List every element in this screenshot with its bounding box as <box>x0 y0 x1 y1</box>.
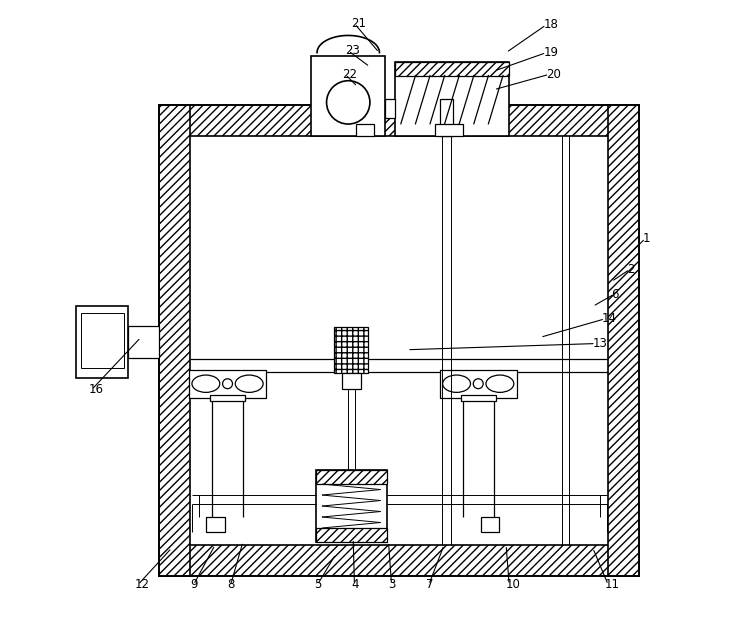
Text: 13: 13 <box>593 337 608 350</box>
Text: 5: 5 <box>314 578 322 592</box>
Text: 23: 23 <box>345 44 360 58</box>
Bar <box>160 105 639 576</box>
Bar <box>160 105 639 136</box>
Text: 7: 7 <box>426 578 433 592</box>
Text: 8: 8 <box>228 578 235 592</box>
Bar <box>435 124 463 136</box>
Bar <box>386 99 395 118</box>
Bar <box>316 528 387 542</box>
Bar <box>461 394 495 400</box>
Text: 2: 2 <box>627 262 634 276</box>
Text: 1: 1 <box>642 232 650 245</box>
Bar <box>356 124 374 136</box>
Text: 22: 22 <box>342 67 357 81</box>
Text: 19: 19 <box>543 46 558 59</box>
Text: 9: 9 <box>190 578 198 592</box>
Bar <box>81 313 124 368</box>
Bar <box>480 517 499 532</box>
Bar <box>189 370 266 397</box>
Text: 12: 12 <box>135 578 150 592</box>
Bar <box>160 105 190 576</box>
Text: 20: 20 <box>546 67 561 81</box>
Bar <box>608 105 639 576</box>
Bar <box>439 370 517 397</box>
Text: 10: 10 <box>506 578 521 592</box>
Text: 3: 3 <box>389 578 396 592</box>
Bar <box>342 373 361 389</box>
Text: 6: 6 <box>611 287 619 301</box>
Bar <box>334 327 369 373</box>
Bar <box>316 470 387 542</box>
Text: 16: 16 <box>88 383 103 397</box>
Text: 18: 18 <box>543 18 558 32</box>
Bar <box>76 306 128 378</box>
Bar <box>316 470 387 484</box>
Text: 21: 21 <box>351 17 366 30</box>
Bar <box>160 545 639 576</box>
Text: 4: 4 <box>351 578 359 592</box>
Bar <box>395 62 510 76</box>
Text: 14: 14 <box>602 312 617 326</box>
Bar <box>395 62 510 136</box>
Bar <box>440 99 453 136</box>
Bar <box>128 326 160 358</box>
Bar <box>210 394 245 400</box>
Bar <box>207 517 225 532</box>
Text: 11: 11 <box>605 578 620 592</box>
Bar <box>311 56 386 136</box>
Bar <box>190 136 608 545</box>
